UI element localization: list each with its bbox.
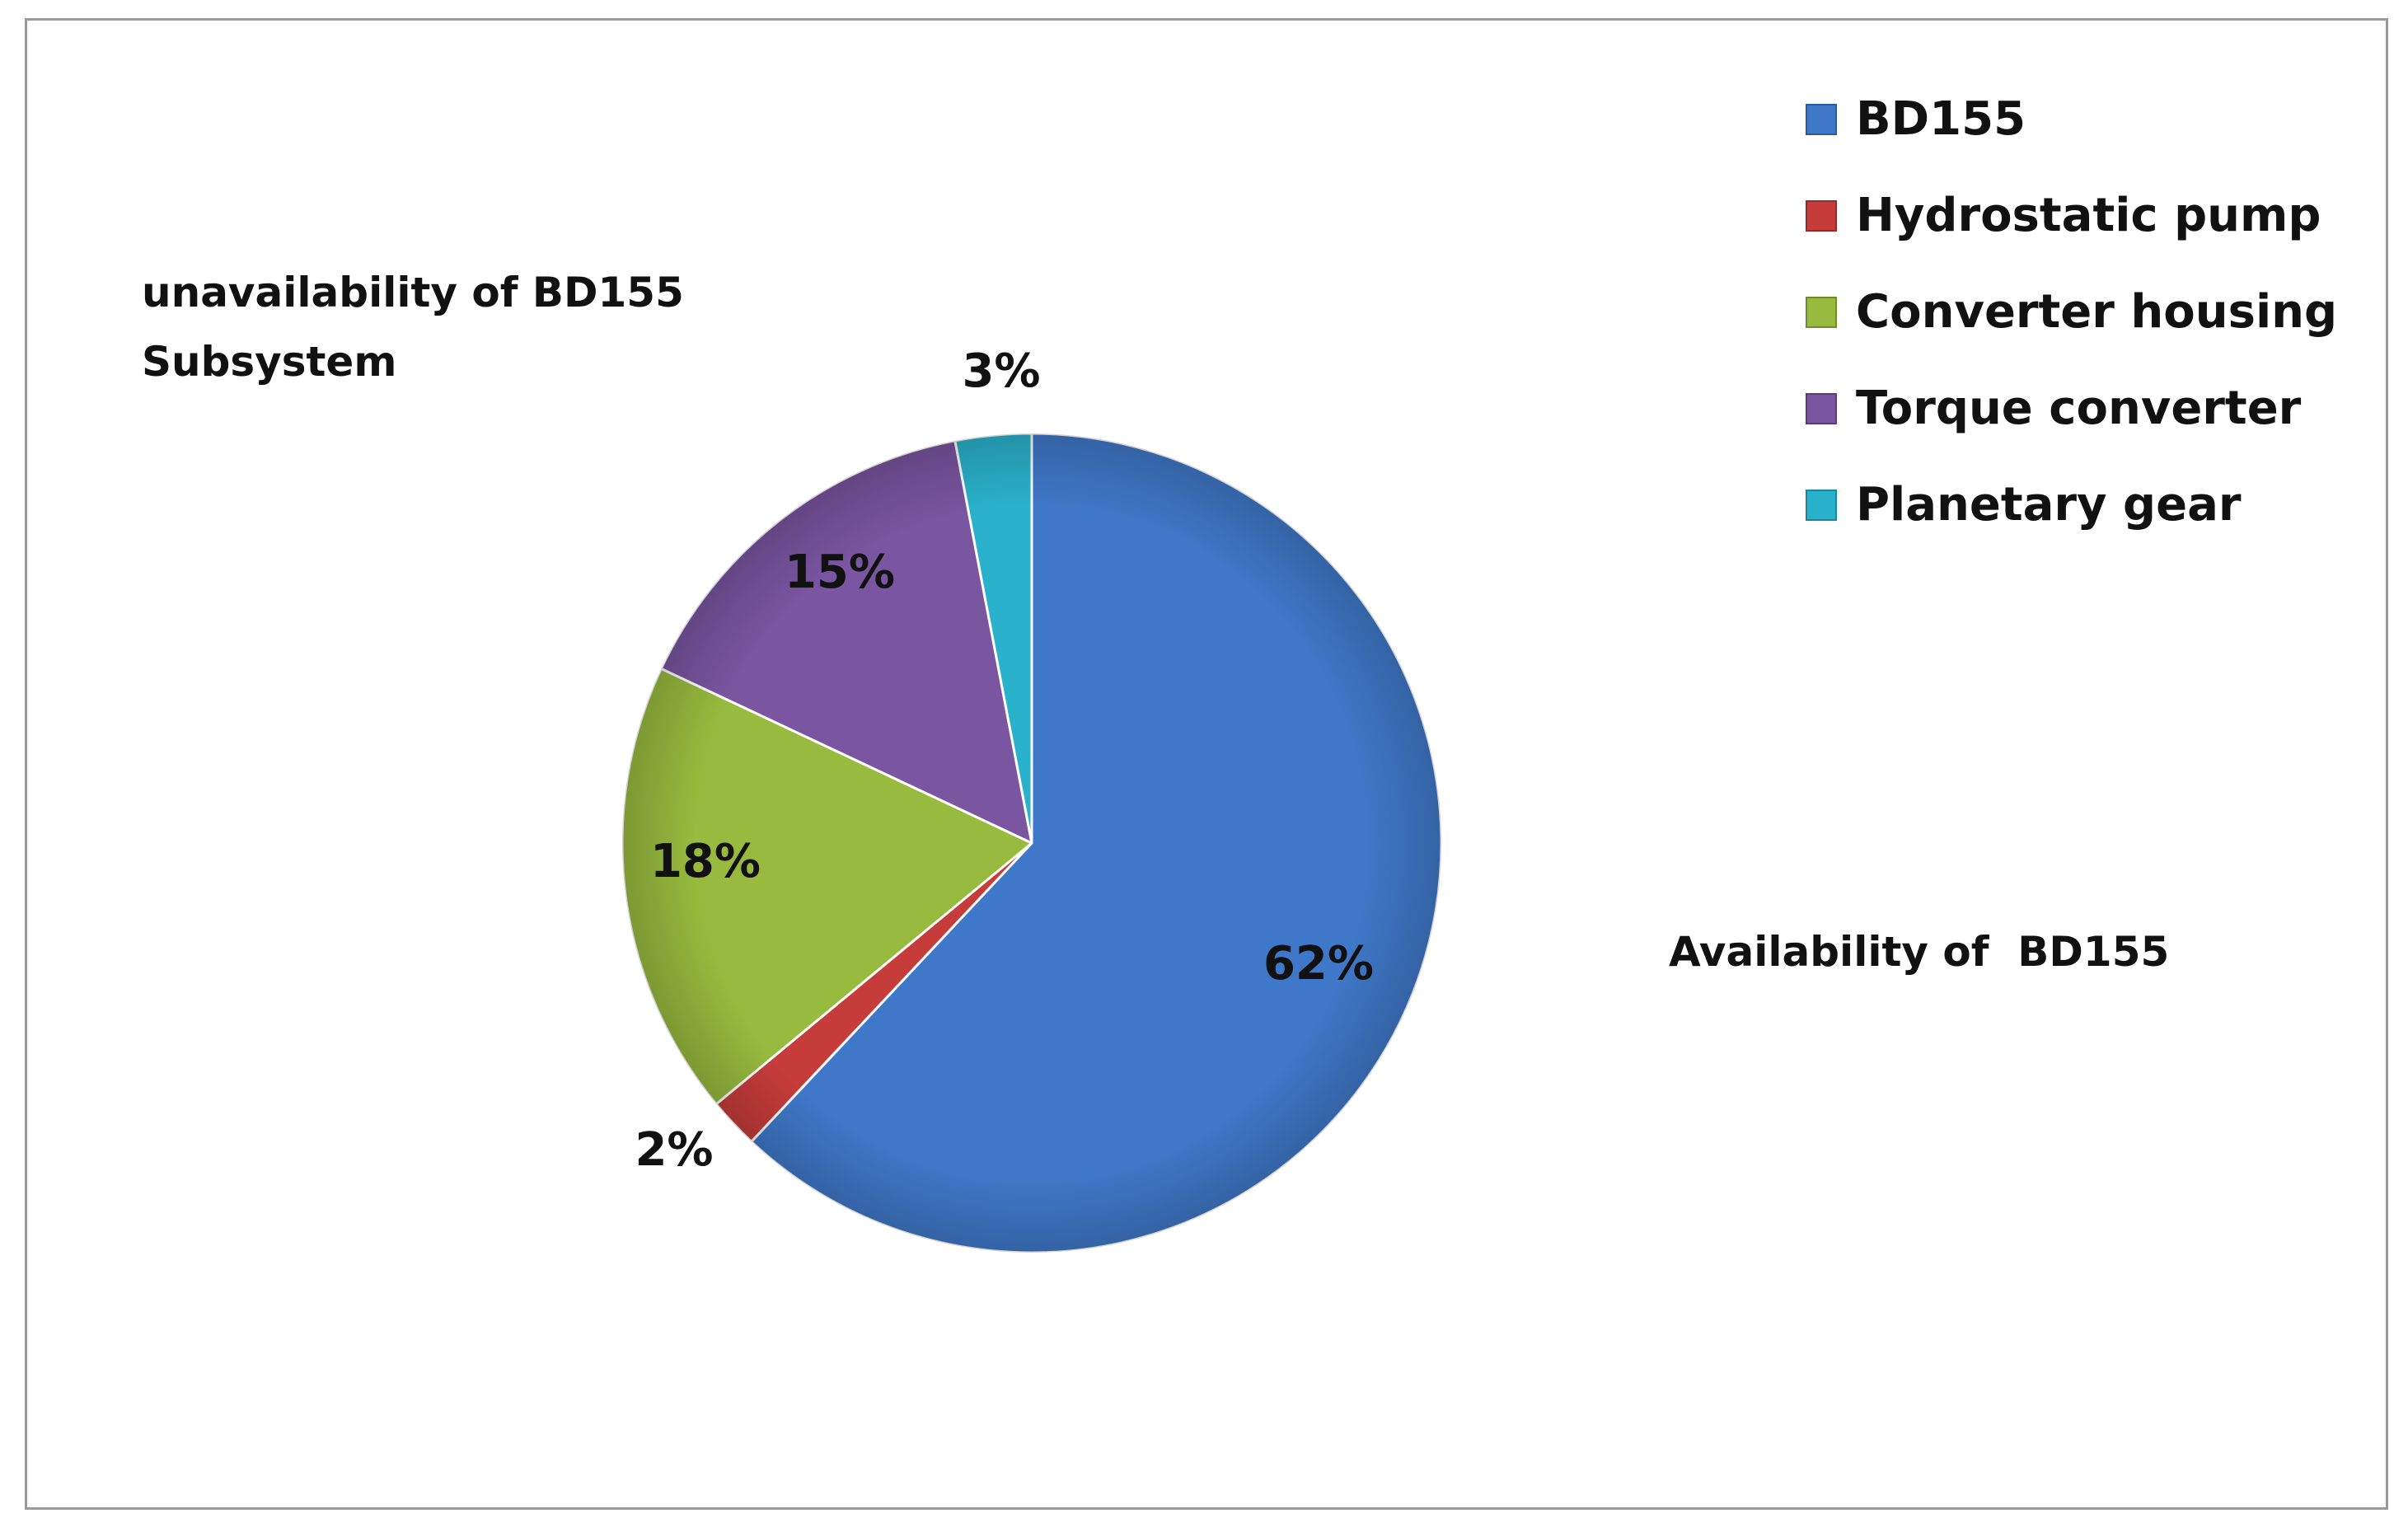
legend-item-converter-housing: Converter housing [1806,285,2337,339]
legend: BD155 Hydrostatic pump Converter housing… [1806,92,2337,532]
data-label-torque-converter: 15% [785,546,895,599]
legend-label-hydrostatic-pump: Hydrostatic pump [1856,189,2321,242]
legend-label-converter-housing: Converter housing [1856,285,2337,339]
unavailability-annotation-line1: unavailability of BD155 [142,269,684,316]
unavailability-annotation-line2: Subsystem [142,338,396,386]
legend-label-torque-converter: Torque converter [1856,382,2302,435]
data-label-hydrostatic-pump: 2% [635,1123,713,1177]
legend-swatch-converter-housing [1806,297,1837,328]
data-label-converter-housing: 18% [650,835,761,888]
availability-annotation: Availability of BD155 [1669,928,2169,976]
legend-item-hydrostatic-pump: Hydrostatic pump [1806,189,2321,242]
legend-swatch-bd155 [1806,104,1837,135]
legend-label-bd155: BD155 [1856,92,2026,146]
legend-swatch-torque-converter [1806,393,1837,424]
legend-item-planetary-gear: Planetary gear [1806,478,2242,532]
annotations: unavailability of BD155 Subsystem Availa… [142,269,2169,976]
data-label-bd155: 62% [1263,937,1374,991]
data-labels: 62% 2% 18% 15% 3% [635,344,1374,1177]
data-label-planetary-gear: 3% [962,344,1040,398]
legend-swatch-planetary-gear [1806,490,1837,521]
legend-label-planetary-gear: Planetary gear [1856,478,2242,532]
legend-item-bd155: BD155 [1806,92,2026,146]
legend-swatch-hydrostatic-pump [1806,200,1837,232]
legend-item-torque-converter: Torque converter [1806,382,2302,435]
